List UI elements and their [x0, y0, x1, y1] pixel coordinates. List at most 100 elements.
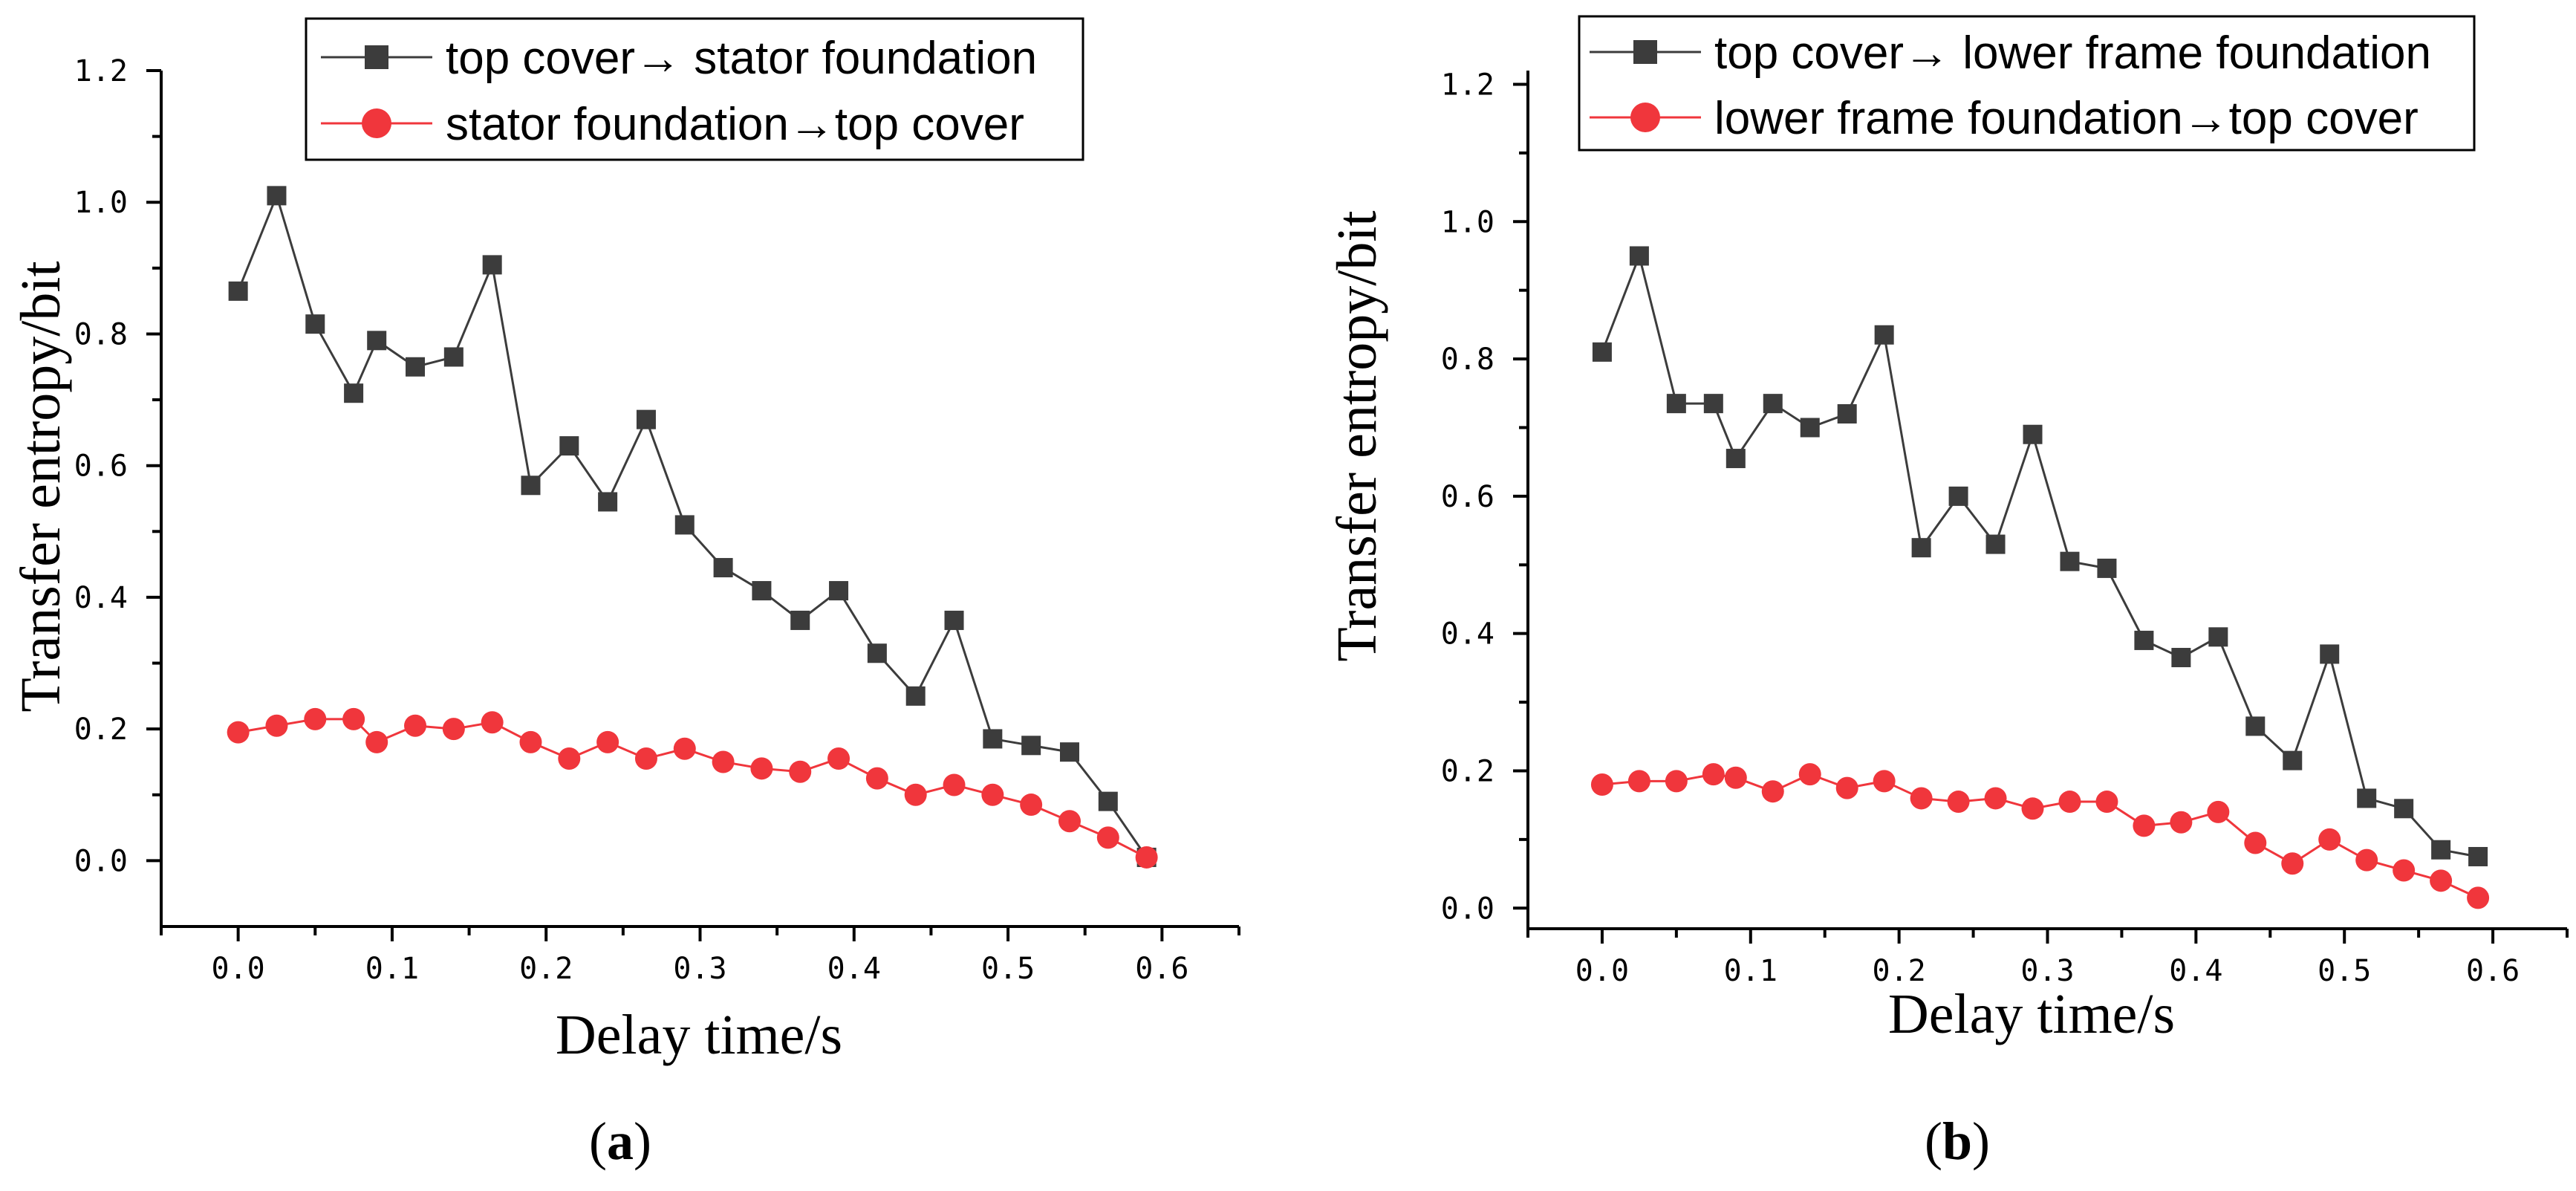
panel-b-series-0-point — [1703, 394, 1723, 414]
panel-a-series-1-point — [304, 707, 327, 730]
panel-b-series-0-point — [2394, 799, 2414, 819]
panel-b-label-letter: b — [1942, 1112, 1972, 1171]
panel-a-label: (a) — [589, 1112, 651, 1171]
panel-b-series-1-point — [2467, 886, 2490, 909]
panel-a-series-1-point — [789, 760, 812, 783]
panel-b-series-0-point — [1911, 538, 1931, 558]
panel-a-series-0-point — [713, 558, 733, 578]
panel-a-label-letter: a — [607, 1112, 634, 1171]
panel-a-series-1-point — [519, 730, 542, 753]
panel-b-legend: top cover→ lower frame foundation lower … — [1578, 15, 2476, 152]
panel-a-y-tick-label: 0.4 — [74, 581, 128, 615]
panel-a-series-0-point — [1059, 742, 1079, 762]
panel-a-series-0-point — [790, 610, 810, 630]
panel-a-legend: top cover→ stator foundation stator foun… — [305, 17, 1084, 161]
panel-b-series-0-point — [2357, 788, 2377, 808]
panel-b-y-tick-label: 1.0 — [1441, 205, 1494, 239]
panel-b-x-tick-label: 0.6 — [2466, 954, 2520, 988]
panel-a-series-0-point — [367, 331, 387, 351]
panel-b-series-1-point — [2355, 848, 2378, 872]
panel-a-y-axis-title: Transfer entropy/bit — [10, 261, 72, 712]
panel-a-series-1-point — [342, 707, 365, 730]
panel-a-series-0-point — [228, 281, 248, 301]
panel-a-series-1-point — [827, 747, 850, 770]
panel-a-legend-box — [305, 17, 1084, 161]
panel-b-series-0-point — [1948, 486, 1968, 506]
panel-b-series-1-point — [2281, 852, 2304, 875]
panel-a-y-tick-label: 0.6 — [74, 450, 128, 484]
panel-a-series-0-point — [344, 383, 364, 403]
panel-a-series-1-point — [265, 714, 288, 737]
panel-a-series-1-point — [596, 730, 619, 753]
panel-b-series-1-point — [1910, 787, 1933, 810]
panel-a-x-tick-label: 0.1 — [365, 952, 419, 986]
panel-b-series-1-point — [1627, 770, 1650, 793]
panel-b-x-axis-title: Delay time/s — [1888, 983, 2175, 1045]
panel-a-series-1-point — [404, 714, 427, 737]
panel-a-series-0-point — [305, 314, 325, 334]
panel-b-y-tick-label: 0.6 — [1441, 480, 1494, 514]
panel-a-series-1-point — [1058, 810, 1081, 833]
panel-a-series-0-point — [944, 610, 964, 630]
panel-b-series-0-point — [2060, 551, 2080, 571]
panel-b-series-0-point — [1666, 394, 1686, 414]
panel-a-series-0-point — [598, 492, 618, 512]
panel-b-x-tick-label: 0.5 — [2318, 954, 2371, 988]
panel-a: 0.0 0.1 0.2 0.3 0.4 0.5 0.6 0.0 0.2 0.4 0.6 0.8 1.0 1… — [10, 17, 1240, 1171]
panel-b-y-axis-title: Transfer entropy/bit — [1326, 210, 1388, 661]
panel-b-series-0-point — [1874, 325, 1894, 345]
panel-a-x-tick-label: 0.3 — [673, 952, 726, 986]
panel-b-y-tick-label: 1.2 — [1441, 68, 1494, 102]
panel-b-series-0-point — [2208, 627, 2228, 647]
panel-b-legend-label-0: top cover→ lower frame foundation — [1714, 27, 2431, 79]
panel-a-series-0-point — [521, 476, 541, 496]
panel-b-series-1-point — [2095, 791, 2118, 814]
panel-b-series-1-point — [1724, 766, 1747, 789]
panel-a-x-tick-label: 0.4 — [827, 952, 881, 986]
panel-a-series-1-point — [904, 783, 927, 806]
panel-a-y-tick-label: 0.8 — [74, 317, 128, 351]
panel-a-series-1-point — [981, 783, 1004, 806]
panel-a-x-tick-label: 0.6 — [1135, 952, 1188, 986]
panel-b-series-1-point — [2170, 811, 2193, 834]
panel-a-series-0-point — [559, 436, 579, 456]
panel-b-series-0-point — [1800, 418, 1820, 438]
panel-b-series-0-point — [2097, 558, 2117, 578]
panel-a-y-tick-label: 0.2 — [74, 713, 128, 747]
panel-b-x-tick-label: 0.4 — [2169, 954, 2222, 988]
panel-a-x-tick-label: 0.5 — [981, 952, 1035, 986]
panel-b-series-1-point — [1835, 776, 1858, 799]
panel-b-series-0-point — [2171, 648, 2191, 668]
panel-b-y-tick-label: 0.8 — [1441, 343, 1494, 377]
panel-b-series-1-point — [1947, 791, 1970, 814]
panel-a-ticks: 0.0 0.1 0.2 0.3 0.4 0.5 0.6 0.0 0.2 0.4 0.6 0.8 1.0 1… — [74, 54, 1240, 986]
panel-b-series-1-point — [1798, 763, 1821, 786]
panel-a-x-tick-label: 0.0 — [212, 952, 265, 986]
panel-b-series-0-point — [2134, 630, 2154, 650]
panel-b-series-0-point — [2468, 846, 2488, 866]
panel-b-series-1-point — [2021, 797, 2044, 820]
panel-b-series-1-point — [2133, 814, 2156, 837]
panel-b-x-tick-label: 0.3 — [2020, 954, 2074, 988]
panel-b-series-0-point — [2431, 840, 2451, 860]
panel-a-legend-label-0: top cover→ stator foundation — [446, 33, 1037, 84]
panel-b-series-1-line — [1601, 773, 2479, 899]
panel-a-series-1-point — [750, 757, 773, 780]
panel-a-series-0-point — [443, 347, 464, 367]
panel-b-series-1-point — [1590, 773, 1613, 796]
panel-a-series-1-point — [673, 737, 696, 760]
panel-a-series-1-point — [442, 718, 465, 741]
panel-b-ticks: 0.0 0.1 0.2 0.3 0.4 0.5 0.6 0.0 0.2 0.4 0.6 0.8 1.0 1… — [1441, 68, 2569, 988]
panel-a-series-1-point — [1020, 794, 1043, 817]
panel-b-series-0-point — [1726, 449, 1746, 469]
panel-b-series-1-point — [2318, 828, 2341, 851]
panel-a-series-0-point — [636, 409, 656, 429]
panel-a-series-0-point — [406, 357, 426, 377]
panel-b-x-tick-label: 0.0 — [1575, 954, 1629, 988]
panel-a-series-0-point — [829, 581, 849, 601]
panel-b-series-1-point — [1761, 780, 1784, 803]
panel-a-series-0-point — [1021, 736, 1041, 756]
panel-b-series-0-line — [1601, 252, 2479, 858]
panel-b-series-1-point — [2244, 831, 2267, 854]
panel-a-series-1-point — [943, 773, 966, 796]
